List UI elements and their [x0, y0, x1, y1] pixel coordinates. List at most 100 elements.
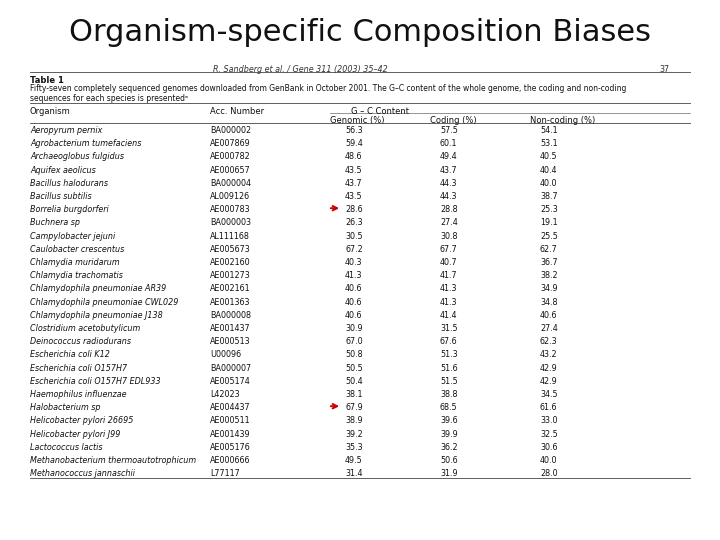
Text: 34.8: 34.8: [540, 298, 557, 307]
Text: 60.1: 60.1: [440, 139, 457, 148]
Text: Agrobacterium tumefaciens: Agrobacterium tumefaciens: [30, 139, 141, 148]
Text: AE001439: AE001439: [210, 430, 251, 438]
Text: Table 1: Table 1: [30, 76, 64, 85]
Text: Haemophilus influenzae: Haemophilus influenzae: [30, 390, 127, 399]
Text: AE001273: AE001273: [210, 271, 251, 280]
Text: 43.7: 43.7: [345, 179, 363, 188]
Text: 68.5: 68.5: [440, 403, 458, 412]
Text: L42023: L42023: [210, 390, 240, 399]
Text: 30.9: 30.9: [345, 324, 363, 333]
Text: 50.5: 50.5: [345, 363, 363, 373]
Text: 34.9: 34.9: [540, 285, 557, 293]
Text: 50.6: 50.6: [440, 456, 458, 465]
Text: 50.4: 50.4: [345, 377, 363, 386]
Text: 31.4: 31.4: [345, 469, 362, 478]
Text: Organism: Organism: [30, 107, 71, 116]
Text: 67.0: 67.0: [345, 337, 363, 346]
Text: 40.6: 40.6: [540, 311, 557, 320]
Text: 37: 37: [660, 65, 670, 74]
Text: BA000003: BA000003: [210, 218, 251, 227]
Text: 40.4: 40.4: [540, 166, 557, 174]
Text: 67.7: 67.7: [440, 245, 458, 254]
Text: 26.3: 26.3: [345, 218, 363, 227]
Text: Borrelia burgdorferi: Borrelia burgdorferi: [30, 205, 109, 214]
Text: 38.9: 38.9: [345, 416, 363, 426]
Text: AE000657: AE000657: [210, 166, 251, 174]
Text: 28.6: 28.6: [345, 205, 363, 214]
Text: 31.5: 31.5: [440, 324, 458, 333]
Text: AE005673: AE005673: [210, 245, 251, 254]
Text: 40.7: 40.7: [440, 258, 458, 267]
Text: 40.6: 40.6: [345, 285, 362, 293]
Text: Escherichia coli K12: Escherichia coli K12: [30, 350, 110, 360]
Text: Fifty-seven completely sequenced genomes downloaded from GenBank in October 2001: Fifty-seven completely sequenced genomes…: [30, 84, 626, 103]
Text: AE000511: AE000511: [210, 416, 251, 426]
Text: G – C Content: G – C Content: [351, 107, 409, 116]
Text: Coding (%): Coding (%): [430, 116, 477, 125]
Text: 67.9: 67.9: [345, 403, 363, 412]
Text: Aquifex aeolicus: Aquifex aeolicus: [30, 166, 96, 174]
Text: AE000666: AE000666: [210, 456, 251, 465]
Text: Lactococcus lactis: Lactococcus lactis: [30, 443, 102, 452]
Text: 62.7: 62.7: [540, 245, 558, 254]
Text: 61.6: 61.6: [540, 403, 557, 412]
Text: 48.6: 48.6: [345, 152, 362, 161]
Text: Helicobacter pylori J99: Helicobacter pylori J99: [30, 430, 120, 438]
Text: 41.3: 41.3: [440, 285, 457, 293]
Text: 43.5: 43.5: [345, 166, 363, 174]
Text: 25.5: 25.5: [540, 232, 558, 241]
Text: Acc. Number: Acc. Number: [210, 107, 264, 116]
Text: Genomic (%): Genomic (%): [330, 116, 384, 125]
Text: Bacillus halodurans: Bacillus halodurans: [30, 179, 108, 188]
Text: 41.7: 41.7: [440, 271, 458, 280]
Text: 57.5: 57.5: [440, 126, 458, 135]
Text: 27.4: 27.4: [440, 218, 458, 227]
Text: 25.3: 25.3: [540, 205, 558, 214]
Text: 28.0: 28.0: [540, 469, 557, 478]
Text: AE007869: AE007869: [210, 139, 251, 148]
Text: Escherichia coli O157H7: Escherichia coli O157H7: [30, 363, 127, 373]
Text: 44.3: 44.3: [440, 179, 457, 188]
Text: 43.5: 43.5: [345, 192, 363, 201]
Text: 41.4: 41.4: [440, 311, 457, 320]
Text: Helicobacter pylori 26695: Helicobacter pylori 26695: [30, 416, 133, 426]
Text: 62.3: 62.3: [540, 337, 557, 346]
Text: 40.0: 40.0: [540, 179, 557, 188]
Text: 40.6: 40.6: [345, 311, 362, 320]
Text: Deinococcus radiodurans: Deinococcus radiodurans: [30, 337, 131, 346]
Text: BA000004: BA000004: [210, 179, 251, 188]
Text: 38.1: 38.1: [345, 390, 362, 399]
Text: AE001363: AE001363: [210, 298, 251, 307]
Text: 40.6: 40.6: [345, 298, 362, 307]
Text: AE002160: AE002160: [210, 258, 251, 267]
Text: Chlamydophila pneumoniae CWL029: Chlamydophila pneumoniae CWL029: [30, 298, 179, 307]
Text: 30.5: 30.5: [345, 232, 363, 241]
Text: 30.6: 30.6: [540, 443, 557, 452]
Text: 56.3: 56.3: [345, 126, 363, 135]
Text: 44.3: 44.3: [440, 192, 457, 201]
Text: 38.8: 38.8: [440, 390, 457, 399]
Text: 59.4: 59.4: [345, 139, 363, 148]
Text: 19.1: 19.1: [540, 218, 557, 227]
Text: Caulobacter crescentus: Caulobacter crescentus: [30, 245, 125, 254]
Text: 40.5: 40.5: [540, 152, 557, 161]
Text: 32.5: 32.5: [540, 430, 558, 438]
Text: AL111168: AL111168: [210, 232, 250, 241]
Text: 54.1: 54.1: [540, 126, 557, 135]
Text: Clostridium acetobutylicum: Clostridium acetobutylicum: [30, 324, 140, 333]
Text: 50.8: 50.8: [345, 350, 363, 360]
Text: 51.6: 51.6: [440, 363, 458, 373]
Text: AL009126: AL009126: [210, 192, 250, 201]
Text: Halobacterium sp: Halobacterium sp: [30, 403, 101, 412]
Text: 34.5: 34.5: [540, 390, 557, 399]
Text: 31.9: 31.9: [440, 469, 458, 478]
Text: 67.2: 67.2: [345, 245, 363, 254]
Text: Methanococcus jannaschii: Methanococcus jannaschii: [30, 469, 135, 478]
Text: 39.2: 39.2: [345, 430, 363, 438]
Text: 35.3: 35.3: [345, 443, 363, 452]
Text: AE005176: AE005176: [210, 443, 251, 452]
Text: 41.3: 41.3: [440, 298, 457, 307]
Text: Archaeoglobus fulgidus: Archaeoglobus fulgidus: [30, 152, 124, 161]
Text: 67.6: 67.6: [440, 337, 458, 346]
Text: AE001437: AE001437: [210, 324, 251, 333]
